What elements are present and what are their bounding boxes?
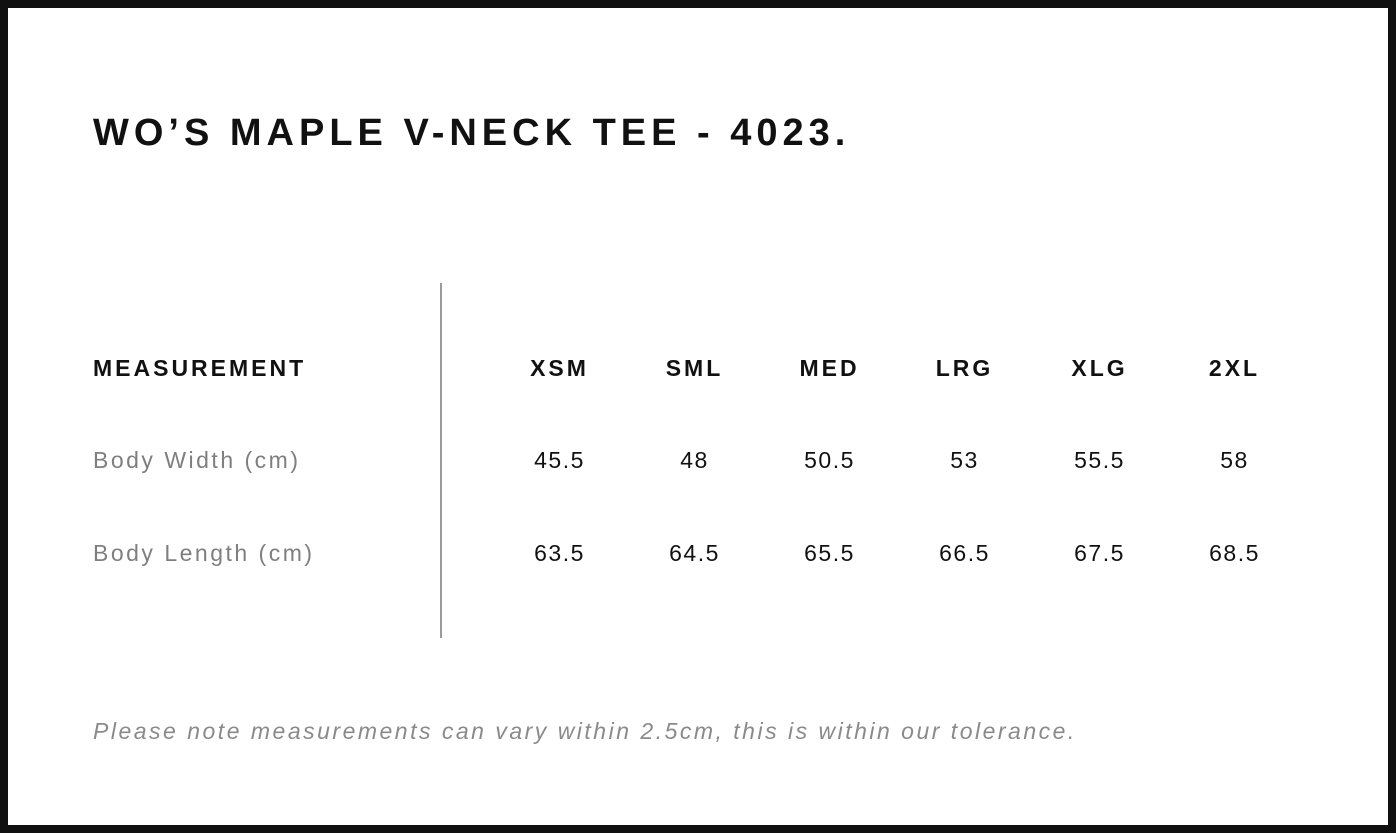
page-title: WO’S MAPLE V-NECK TEE - 4023. (93, 112, 851, 154)
cell-body-length-med: 65.5 (804, 540, 855, 566)
cell-body-width-med: 50.5 (804, 447, 855, 473)
tolerance-note: Please note measurements can vary within… (93, 718, 1077, 744)
row-label-body-width: Body Width (cm) (93, 447, 301, 473)
cell-body-length-lrg: 66.5 (939, 540, 990, 566)
cell-body-width-lrg: 53 (950, 447, 979, 473)
table-row-body-length: Body Length (cm) 63.5 64.5 65.5 66.5 67.… (93, 540, 1302, 567)
cell-body-length-2xl: 68.5 (1209, 540, 1260, 566)
size-header-2xl: 2XL (1208, 355, 1261, 381)
size-header-sml: SML (665, 355, 724, 381)
row-label-body-length: Body Length (cm) (93, 540, 315, 566)
cell-body-width-xlg: 55.5 (1074, 447, 1125, 473)
measurement-column-header: MEASUREMENT (93, 355, 307, 381)
cell-body-length-sml: 64.5 (669, 540, 720, 566)
cell-body-length-xlg: 67.5 (1074, 540, 1125, 566)
cell-body-width-xsm: 45.5 (534, 447, 585, 473)
table-header-row: MEASUREMENT XSM SML MED LRG XLG 2XL (93, 355, 1302, 382)
size-header-xlg: XLG (1071, 355, 1128, 381)
cell-body-length-xsm: 63.5 (534, 540, 585, 566)
table-row-body-width: Body Width (cm) 45.5 48 50.5 53 55.5 58 (93, 447, 1302, 474)
column-divider (440, 283, 442, 638)
size-header-med: MED (799, 355, 860, 381)
cell-body-width-2xl: 58 (1220, 447, 1249, 473)
size-header-lrg: LRG (935, 355, 994, 381)
size-header-xsm: XSM (530, 355, 589, 381)
size-chart-page: WO’S MAPLE V-NECK TEE - 4023. MEASUREMEN… (8, 8, 1388, 825)
cell-body-width-sml: 48 (680, 447, 709, 473)
